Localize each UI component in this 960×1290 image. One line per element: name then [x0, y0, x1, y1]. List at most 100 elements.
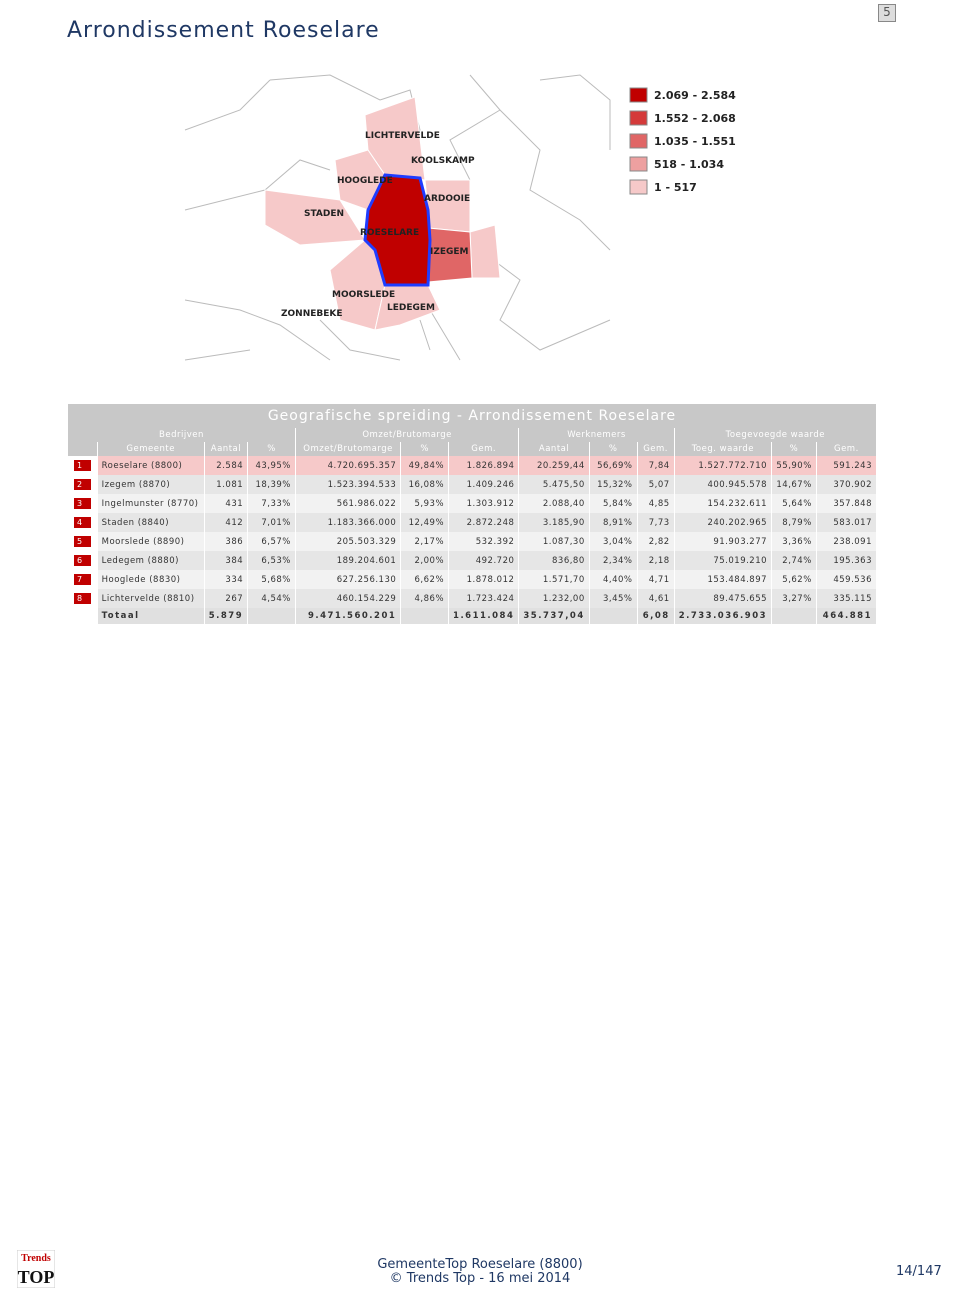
map-label: STADEN — [304, 209, 344, 219]
map-label: LEDEGEM — [387, 303, 435, 313]
value-cell: 2,18 — [636, 551, 675, 570]
value-cell: 1.087,30 — [518, 532, 590, 551]
total-cell — [400, 608, 449, 624]
value-cell: 2.872.248 — [448, 513, 519, 532]
value-cell: 16,08% — [400, 475, 449, 494]
map-labels: LICHTERVELDE KOOLSKAMP HOOGLEDE ARDOOIE … — [281, 131, 475, 319]
group-header: Werknemers — [518, 428, 675, 442]
value-cell: 189.204.601 — [294, 551, 401, 570]
rank-badge: 2 — [74, 479, 91, 490]
value-cell: 49,84% — [400, 456, 449, 475]
table-row: 8 Lichtervelde (8810) 267 4,54% 460.154.229 4… — [67, 589, 876, 608]
value-cell: 8,91% — [588, 513, 637, 532]
column-header: % — [771, 442, 817, 456]
value-cell: 6,57% — [247, 532, 296, 551]
value-cell: 1.183.366.000 — [294, 513, 401, 532]
value-cell: 20.259,44 — [518, 456, 590, 475]
value-cell: 7,84 — [636, 456, 675, 475]
column-header: % — [247, 442, 296, 456]
value-cell: 2,34% — [588, 551, 637, 570]
legend-label: 2.069 - 2.584 — [654, 89, 736, 102]
value-cell: 14,67% — [771, 475, 817, 494]
value-cell: 56,69% — [588, 456, 637, 475]
value-cell: 205.503.329 — [294, 532, 401, 551]
value-cell: 384 — [203, 551, 248, 570]
column-header: Aantal — [203, 442, 248, 456]
map-label: MOORSLEDE — [332, 290, 395, 300]
rank-cell: 6 — [67, 551, 98, 570]
total-row: Totaal 5.879 9.471.560.201 1.611.084 35.737,… — [67, 608, 876, 624]
value-cell: 4,40% — [588, 570, 637, 589]
map-borders — [184, 74, 611, 361]
value-cell: 3,27% — [771, 589, 817, 608]
area-ardooie — [424, 179, 471, 233]
total-cell: 35.737,04 — [518, 608, 590, 624]
value-cell: 6,53% — [247, 551, 296, 570]
value-cell: 386 — [203, 532, 248, 551]
value-cell: 1.081 — [203, 475, 248, 494]
data-table: Geografische spreiding - Arrondissement … — [67, 404, 876, 624]
column-header: Toeg. waarde — [673, 442, 772, 456]
legend-label: 1.552 - 2.068 — [654, 112, 736, 125]
value-cell: 55,90% — [771, 456, 817, 475]
value-cell: 5.475,50 — [518, 475, 590, 494]
column-header-row: Gemeente Aantal% Omzet/Brutomarge% Gem. Aant… — [67, 442, 876, 456]
column-header: Aantal — [518, 442, 590, 456]
value-cell: 2.584 — [203, 456, 248, 475]
value-cell: 370.902 — [815, 475, 876, 494]
map-label: LICHTERVELDE — [365, 131, 440, 141]
area-roeselare — [363, 173, 432, 287]
total-cell — [247, 608, 296, 624]
footer-line: GemeenteTop Roeselare (8800) — [377, 1257, 583, 1272]
value-cell: 7,73 — [636, 513, 675, 532]
value-cell: 561.986.022 — [294, 494, 401, 513]
name-cell: Ingelmunster (8770) — [96, 494, 205, 513]
name-cell: Hooglede (8830) — [96, 570, 205, 589]
value-cell: 4,86% — [400, 589, 449, 608]
rank-cell: 1 — [67, 456, 98, 475]
column-header: Omzet/Brutomarge — [294, 442, 401, 456]
value-cell: 7,33% — [247, 494, 296, 513]
column-header: Gem. — [448, 442, 519, 456]
rank-cell: 4 — [67, 513, 98, 532]
map-label: ARDOOIE — [424, 194, 470, 204]
legend-label: 1.035 - 1.551 — [654, 135, 736, 148]
value-cell: 4.720.695.357 — [294, 456, 401, 475]
total-cell: 6,08 — [636, 608, 675, 624]
area-ingelmunster — [469, 224, 501, 279]
table-row: 3 Ingelmunster (8770) 431 7,33% 561.986.022 5… — [67, 494, 876, 513]
value-cell: 4,85 — [636, 494, 675, 513]
name-cell: Ledegem (8880) — [96, 551, 205, 570]
table-row: 6 Ledegem (8880) 384 6,53% 189.204.601 2,00% 4… — [67, 551, 876, 570]
logo: Trends TOP — [17, 1250, 55, 1288]
total-cell: 464.881 — [815, 608, 876, 624]
value-cell: 75.019.210 — [673, 551, 772, 570]
legend-swatch — [629, 110, 648, 126]
value-cell: 2,00% — [400, 551, 449, 570]
value-cell: 91.903.277 — [673, 532, 772, 551]
rank-cell — [67, 608, 98, 624]
value-cell: 1.303.912 — [448, 494, 519, 513]
value-cell: 412 — [203, 513, 248, 532]
value-cell: 400.945.578 — [673, 475, 772, 494]
value-cell: 2.088,40 — [518, 494, 590, 513]
table-row: 2 Izegem (8870) 1.081 18,39% 1.523.394.533 16… — [67, 475, 876, 494]
value-cell: 153.484.897 — [673, 570, 772, 589]
value-cell: 357.848 — [815, 494, 876, 513]
rank-cell: 3 — [67, 494, 98, 513]
title-row: Geografische spreiding - Arrondissement … — [67, 404, 876, 428]
legend: 2.069 - 2.584 1.552 - 2.068 1.035 - 1.551 5… — [629, 87, 736, 195]
rank-cell: 7 — [67, 570, 98, 589]
value-cell: 492.720 — [448, 551, 519, 570]
area-staden — [264, 189, 366, 246]
column-header: Gem. — [815, 442, 876, 456]
name-cell: Izegem (8870) — [96, 475, 205, 494]
column-header: % — [400, 442, 449, 456]
map-label: ROESELARE — [360, 228, 419, 238]
total-cell: 5.879 — [203, 608, 248, 624]
total-cell — [588, 608, 637, 624]
table-title: Geografische spreiding - Arrondissement … — [67, 404, 876, 428]
name-cell: Roeselare (8800) — [96, 456, 205, 475]
name-cell: Moorslede (8890) — [96, 532, 205, 551]
